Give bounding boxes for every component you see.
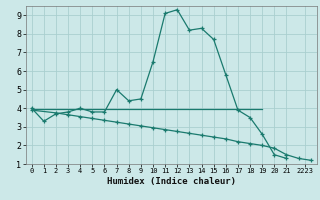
X-axis label: Humidex (Indice chaleur): Humidex (Indice chaleur) [107,177,236,186]
